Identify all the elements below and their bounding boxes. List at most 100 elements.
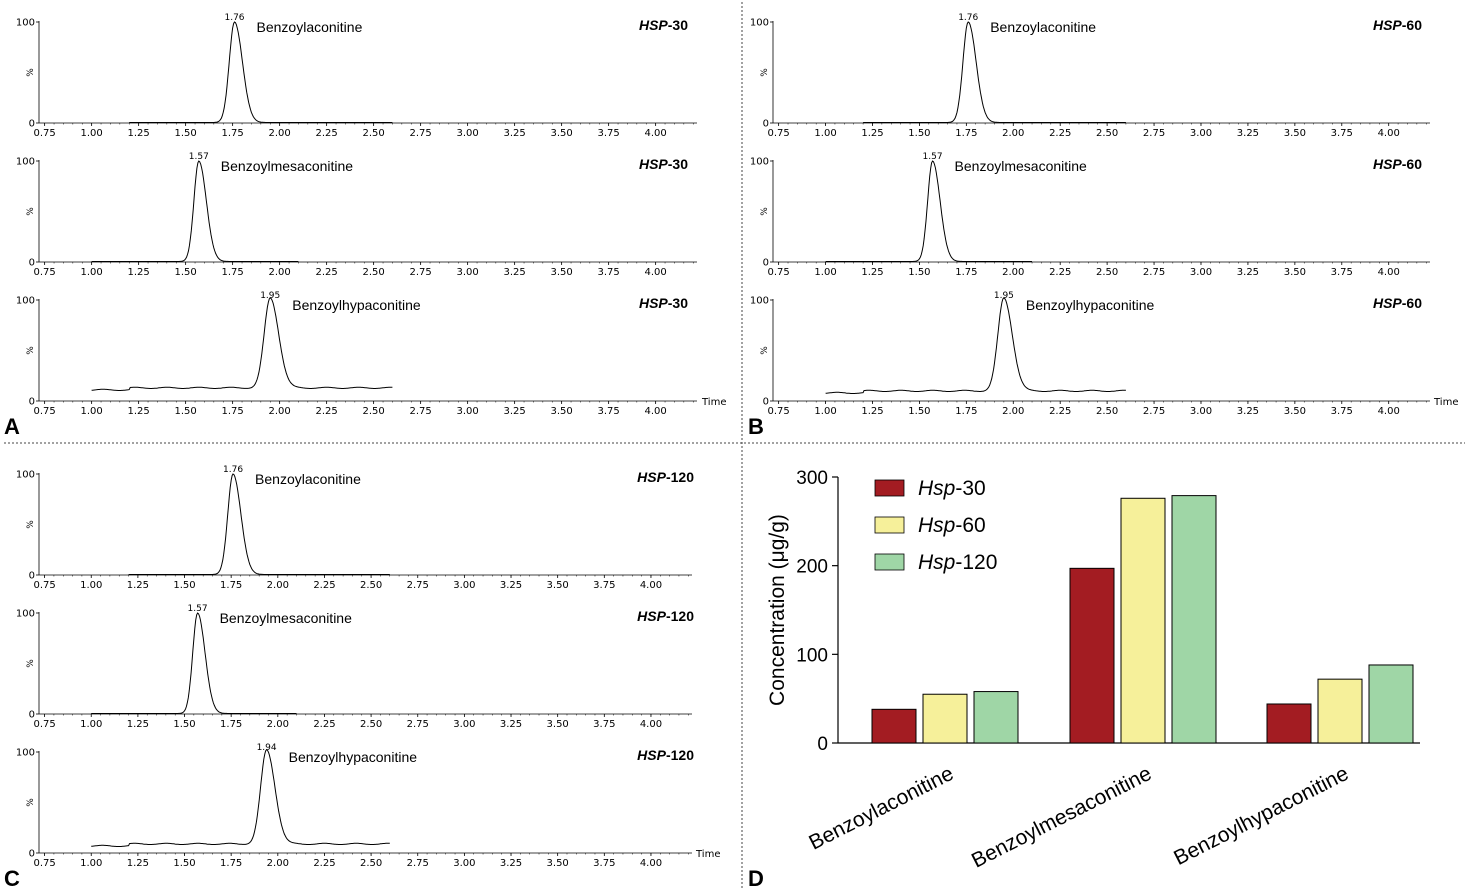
x-tick-label: 3.00: [1190, 128, 1212, 139]
y-tick-label: 0: [29, 258, 35, 269]
compound-label: Benzoylaconitine: [255, 471, 361, 487]
y-tick-label: 0: [29, 397, 35, 408]
bar-hsp-60-benzoylhypaconitine: [1317, 678, 1363, 744]
chromatogram-trace-benzoylaconitine: 0 100% 0.75 1.00 1.25 1.50 1.75 2.00 2.25 2.50 2.7…: [16, 13, 697, 139]
x-tick-label: 2.50: [1096, 406, 1118, 417]
x-tick-label: 3.25: [500, 858, 522, 869]
chromatogram-trace-benzoylaconitine: 0 100% 0.75 1.00 1.25 1.50 1.75 2.00 2.25 2.50 2.7…: [16, 465, 694, 591]
x-tick-label: 3.50: [551, 128, 573, 139]
x-tick-label: 1.50: [908, 128, 930, 139]
x-tick-label: 2.75: [1143, 267, 1165, 278]
chromatogram-trace-benzoylmesaconitine: 0 100% 0.75 1.00 1.25 1.50 1.75 2.00 2.25 2.50 2.7…: [16, 152, 697, 278]
x-tick-label: 1.00: [80, 580, 102, 591]
x-axis-label: Time: [701, 397, 726, 408]
legend-swatch: [874, 479, 905, 497]
x-tick-label: 3.50: [547, 858, 569, 869]
x-tick-label: 0.75: [34, 406, 56, 417]
y-tick-label: 100: [16, 157, 35, 168]
bar-hsp-60-benzoylmesaconitine: [1120, 497, 1166, 744]
x-tick-label: 2.25: [313, 580, 335, 591]
x-tick-label: 3.50: [551, 267, 573, 278]
x-tick-label: 1.75: [222, 267, 244, 278]
chromatogram-trace-benzoylmesaconitine: 0 100% 0.75 1.00 1.25 1.50 1.75 2.00 2.25 2.50 2.7…: [16, 604, 694, 730]
x-tick-label: 3.00: [453, 719, 475, 730]
x-tick-label: 4.00: [645, 267, 667, 278]
sample-label: HSP-120: [637, 469, 694, 485]
x-tick-label: 2.75: [410, 128, 432, 139]
x-tick-label: 2.25: [1049, 128, 1071, 139]
x-tick-label: 3.00: [457, 406, 479, 417]
y-tick-label: 100: [16, 296, 35, 307]
x-tick-label: 3.50: [1284, 406, 1306, 417]
compound-label: Benzoylaconitine: [990, 19, 1096, 35]
x-tick-label: 2.00: [269, 267, 291, 278]
bar-hsp-30-benzoylmesaconitine: [1069, 567, 1115, 744]
chromatogram-line: [91, 612, 297, 714]
x-tick-label: 2.75: [407, 858, 429, 869]
compound-label: Benzoylaconitine: [257, 19, 363, 35]
x-tick-label: 1.00: [81, 128, 103, 139]
bar-y-tick-label: 300: [796, 468, 828, 489]
x-tick-label: 4.00: [1378, 267, 1400, 278]
x-tick-label: 3.00: [453, 580, 475, 591]
x-tick-label: 1.50: [175, 267, 197, 278]
x-tick-label: 1.50: [175, 406, 197, 417]
x-tick-label: 0.75: [34, 128, 56, 139]
x-tick-label: 1.00: [814, 406, 836, 417]
x-tick-label: 2.75: [1143, 128, 1165, 139]
bar-category-label: Benzoylhypaconitine: [1170, 762, 1352, 870]
x-tick-label: 2.75: [410, 267, 432, 278]
sample-label: HSP-120: [637, 608, 694, 624]
compound-label: Benzoylhypaconitine: [1026, 297, 1155, 313]
chromatogram-line: [825, 297, 1126, 394]
chromatogram-line: [825, 160, 1032, 262]
peak-rt-label: 1.57: [923, 152, 943, 162]
x-tick-label: 0.75: [767, 128, 789, 139]
y-tick-label: 100: [750, 296, 769, 307]
y-unit-label: %: [26, 659, 36, 668]
y-tick-label: 100: [16, 18, 35, 29]
x-tick-label: 3.25: [504, 267, 526, 278]
compound-label: Benzoylhypaconitine: [289, 749, 418, 765]
bar-hsp-30-benzoylhypaconitine: [1266, 703, 1312, 744]
x-tick-label: 2.00: [1002, 267, 1024, 278]
x-tick-label: 1.50: [173, 580, 195, 591]
compound-label: Benzoylmesaconitine: [955, 158, 1088, 174]
y-tick-label: 100: [16, 748, 35, 759]
x-tick-label: 3.25: [1237, 406, 1259, 417]
peak-rt-label: 1.94: [257, 743, 277, 753]
peak-rt-label: 1.95: [260, 291, 280, 301]
x-tick-label: 3.00: [1190, 267, 1212, 278]
bar-hsp-120-benzoylhypaconitine: [1368, 664, 1414, 744]
x-tick-label: 3.00: [453, 858, 475, 869]
x-tick-label: 1.50: [175, 128, 197, 139]
x-tick-label: 4.00: [640, 858, 662, 869]
x-tick-label: 2.00: [1002, 406, 1024, 417]
x-tick-label: 1.50: [173, 719, 195, 730]
x-tick-label: 3.25: [500, 719, 522, 730]
x-tick-label: 1.00: [81, 267, 103, 278]
x-tick-label: 1.00: [814, 267, 836, 278]
sample-label: HSP-60: [1373, 295, 1422, 311]
y-tick-label: 0: [763, 258, 769, 269]
x-tick-label: 2.50: [360, 858, 382, 869]
x-tick-label: 3.00: [457, 128, 479, 139]
chromatogram-line: [91, 297, 393, 391]
x-tick-label: 2.00: [269, 406, 291, 417]
y-tick-label: 0: [763, 397, 769, 408]
x-tick-label: 2.25: [316, 267, 338, 278]
x-tick-label: 2.00: [267, 580, 289, 591]
x-tick-label: 1.75: [222, 128, 244, 139]
peak-rt-label: 1.76: [224, 13, 244, 23]
x-tick-label: 3.75: [593, 580, 615, 591]
sample-label: HSP-30: [639, 295, 688, 311]
chromatogram-trace-benzoylhypaconitine: 0 100% 0.75 1.00 1.25 1.50 1.75 2.00 2.25 2.50 2.7…: [16, 743, 721, 869]
x-tick-label: 1.75: [220, 858, 242, 869]
x-tick-label: 2.00: [267, 719, 289, 730]
legend-swatch: [874, 516, 905, 534]
bar-category-label: Benzoylmesaconitine: [968, 762, 1155, 873]
x-tick-label: 2.50: [363, 128, 385, 139]
x-tick-label: 1.75: [222, 406, 244, 417]
x-tick-label: 2.25: [313, 719, 335, 730]
x-tick-label: 2.50: [363, 267, 385, 278]
